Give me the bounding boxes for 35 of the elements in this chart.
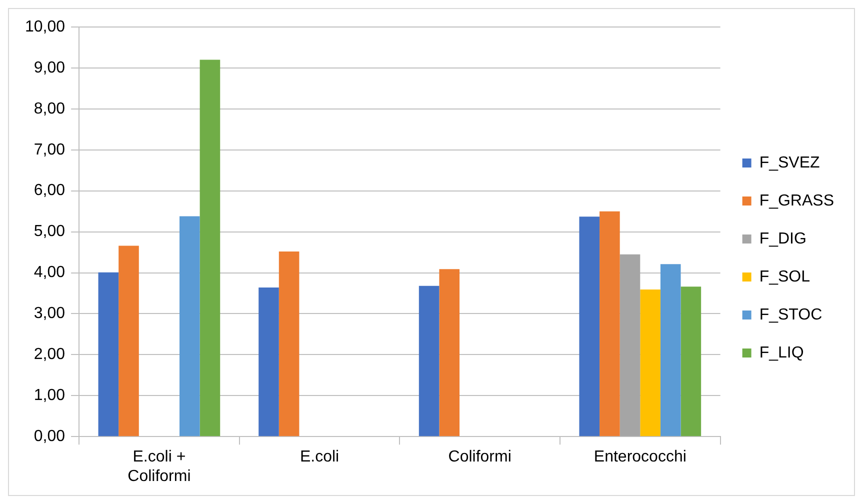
legend-label: F_SVEZ [759,154,820,172]
bar [98,272,119,436]
y-tick-label: 9,00 [34,59,66,76]
bar [640,290,660,436]
bar [180,216,200,436]
y-tick-label: 4,00 [34,264,66,282]
bar [660,264,681,436]
bar [579,216,600,436]
y-tick-label: 10,00 [24,18,66,36]
bar [118,246,139,436]
legend-label: F_DIG [759,230,806,248]
x-tick-label: E.coli + Coliformi [128,448,191,485]
y-tick-label: 2,00 [34,346,66,364]
y-tick-label: 6,00 [34,182,66,200]
x-tick-label: Coliformi [448,448,512,466]
legend-label: F_LIQ [759,344,804,362]
y-tick-label: 1,00 [34,387,66,404]
bar [278,251,300,436]
x-tick-label: E.coli [300,448,340,466]
x-tick-label: Enterococchi [594,448,686,466]
legend-label: F_GRASS [759,192,834,210]
y-tick-label: 5,00 [34,223,66,240]
bar [258,288,279,436]
legend-label: F_STOC [759,306,822,324]
legend-label: F_SOL [759,268,810,286]
bar [600,211,620,436]
bar [620,254,640,436]
bar [680,286,702,436]
bar [439,269,460,436]
y-tick-label: 0,00 [34,428,66,446]
bar [418,286,440,436]
bar [200,60,220,436]
y-tick-label: 8,00 [34,100,66,118]
y-tick-label: 3,00 [34,305,66,322]
y-tick-label: 7,00 [34,141,66,158]
